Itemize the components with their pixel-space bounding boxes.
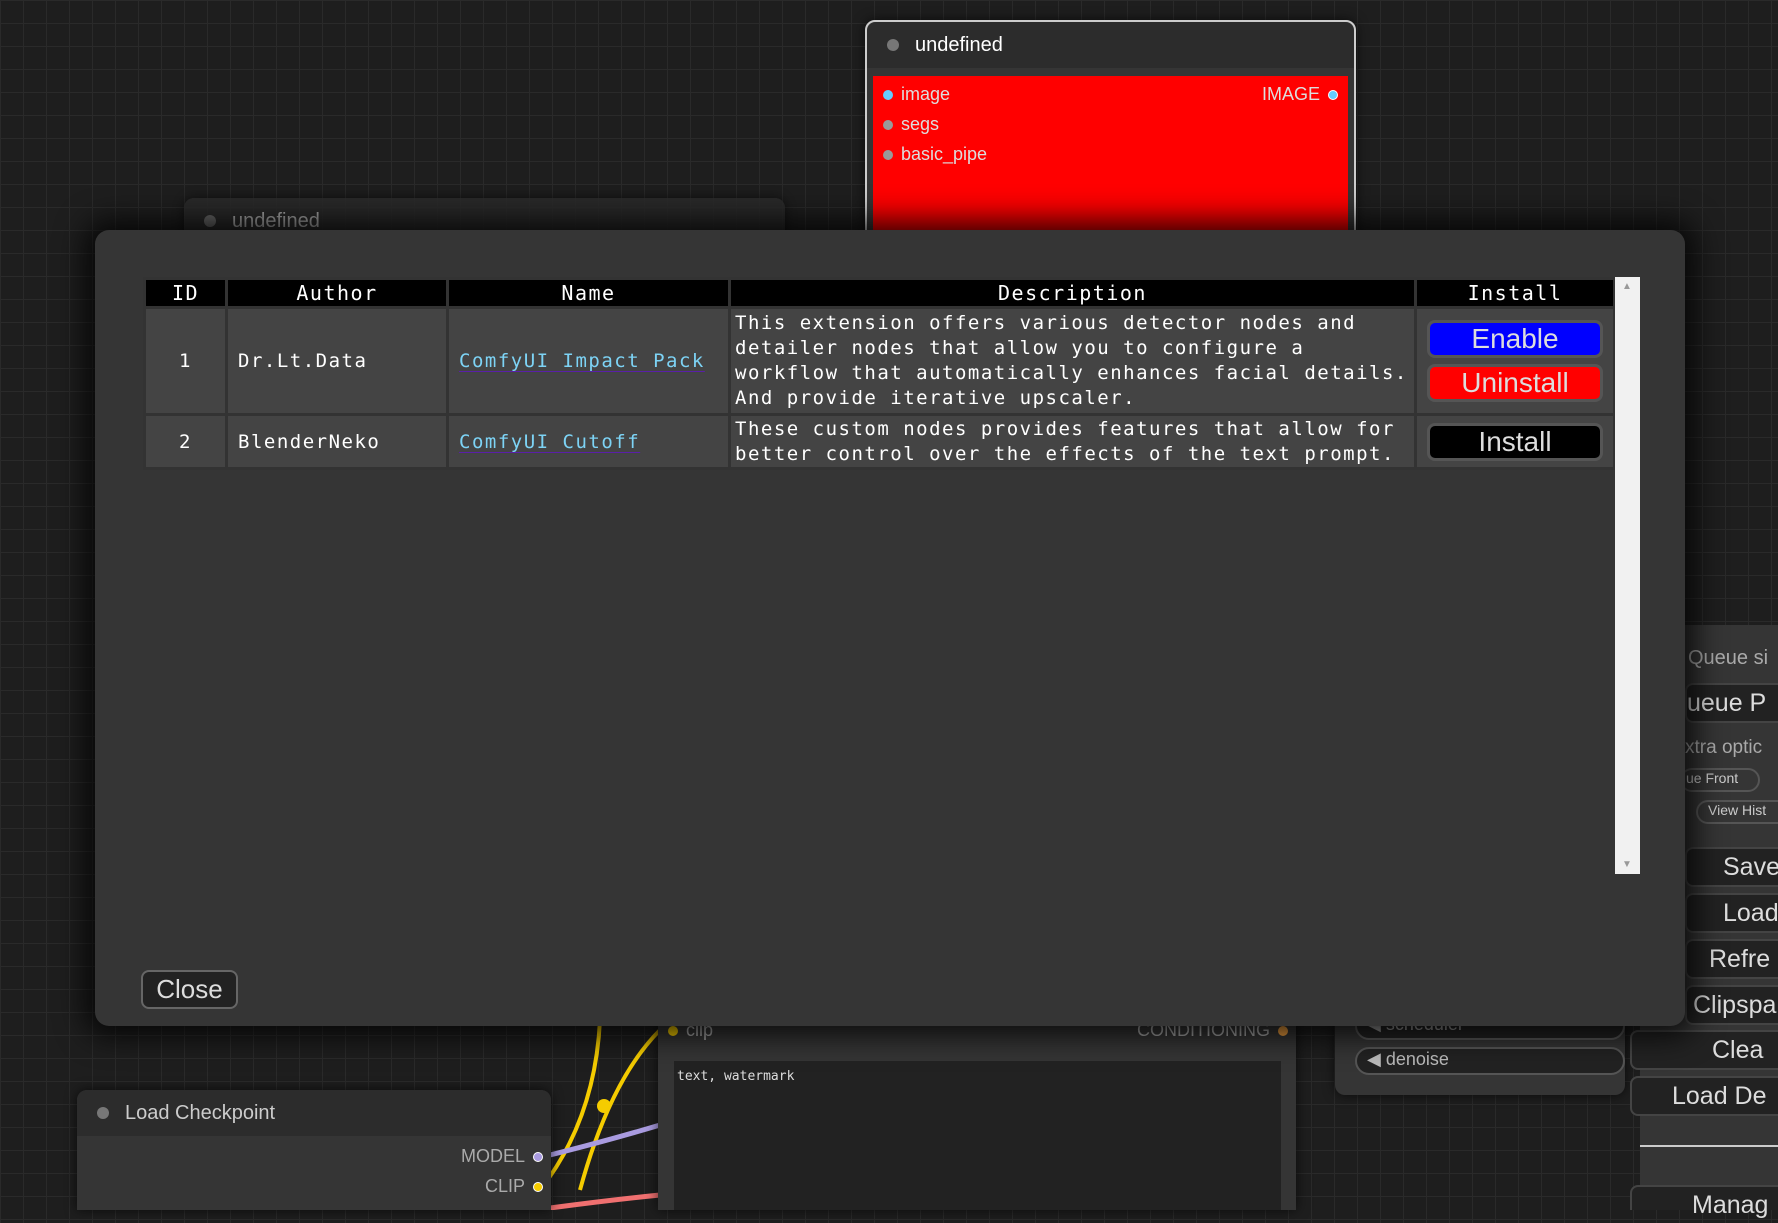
menu-divider [1640, 1145, 1778, 1147]
scroll-up-arrow-icon[interactable]: ▲ [1622, 281, 1632, 292]
refresh-button[interactable]: Refre [1685, 939, 1778, 979]
table-row: 1 Dr.Lt.Data ComfyUI Impact Pack This ex… [143, 306, 1616, 416]
extension-link[interactable]: ComfyUI Cutoff [459, 430, 641, 453]
output-image[interactable]: IMAGE [1262, 84, 1338, 105]
node-title: undefined [867, 22, 1354, 68]
uninstall-button[interactable]: Uninstall [1427, 364, 1603, 402]
extra-options-label: xtra optic [1685, 737, 1763, 758]
enable-button[interactable]: Enable [1427, 320, 1603, 358]
node-body: image segs basic_pipe IMAGE [873, 76, 1348, 258]
collapse-dot-icon[interactable] [887, 39, 899, 51]
node-links [540, 1020, 662, 1210]
output-model[interactable]: MODEL [461, 1146, 543, 1167]
prompt-textarea[interactable]: text, watermark [674, 1061, 1281, 1210]
queue-front-button[interactable]: ue Front [1680, 768, 1760, 792]
install-button[interactable]: Install [1427, 422, 1603, 461]
save-button[interactable]: Save [1685, 847, 1778, 887]
load-checkpoint-node[interactable]: Load Checkpoint MODEL CLIP [77, 1090, 551, 1210]
clipspace-button[interactable]: Clipspa [1685, 985, 1778, 1025]
collapse-dot-icon[interactable] [204, 215, 216, 227]
manager-button[interactable]: Manag [1630, 1185, 1778, 1219]
close-button[interactable]: Close [141, 970, 238, 1009]
collapse-dot-icon[interactable] [97, 1107, 109, 1119]
view-history-button[interactable]: View Hist [1696, 800, 1778, 824]
table-row: 2 BlenderNeko ComfyUI Cutoff These custo… [143, 413, 1616, 470]
scroll-down-arrow-icon[interactable]: ▼ [1622, 859, 1632, 870]
input-basic-pipe[interactable]: basic_pipe [883, 144, 987, 165]
denoise-widget[interactable]: ◀ denoise [1355, 1047, 1625, 1075]
load-default-button[interactable]: Load De [1630, 1076, 1778, 1116]
queue-prompt-button[interactable]: ueue P [1685, 683, 1778, 723]
table-scrollbar[interactable]: ▲ ▼ [1615, 277, 1640, 874]
extension-link[interactable]: ComfyUI Impact Pack [459, 350, 705, 372]
top-node[interactable]: undefined image segs basic_pipe IMAGE [865, 20, 1356, 260]
clear-button[interactable]: Clea [1630, 1030, 1778, 1070]
output-clip[interactable]: CLIP [485, 1176, 543, 1197]
queue-size-label: Queue si [1688, 647, 1769, 669]
custom-nodes-dialog: ID Author Name Description Install 1 Dr.… [95, 230, 1685, 1026]
input-image[interactable]: image [883, 84, 950, 105]
input-segs[interactable]: segs [883, 114, 939, 135]
load-button[interactable]: Load [1685, 893, 1778, 933]
custom-nodes-table: ID Author Name Description Install 1 Dr.… [143, 277, 1616, 470]
table-header: ID Author Name Description Install [143, 277, 1616, 309]
